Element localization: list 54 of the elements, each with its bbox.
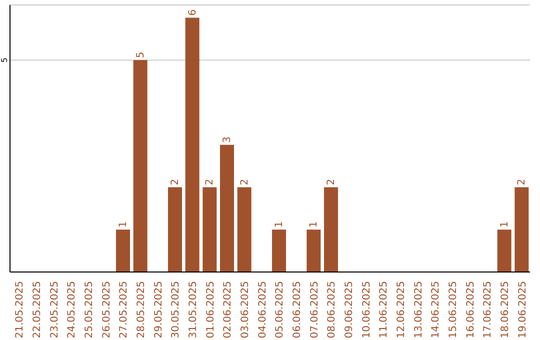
x-tick-label: 14.06.2025 bbox=[430, 281, 442, 338]
data-label: 2 bbox=[170, 178, 181, 186]
data-label: 6 bbox=[187, 9, 198, 16]
x-tick-label: 21.05.2025 bbox=[14, 281, 26, 338]
x-tick-label: 16.06.2025 bbox=[465, 281, 476, 338]
data-label: 2 bbox=[516, 178, 528, 186]
x-tick-label: 23.05.2025 bbox=[49, 281, 60, 338]
x-tick-label: 04.06.2025 bbox=[257, 281, 268, 338]
x-tick-label: 03.06.2025 bbox=[240, 281, 251, 338]
data-label: 1 bbox=[118, 221, 129, 228]
x-tick-label: 01.06.2025 bbox=[205, 281, 216, 338]
bar bbox=[272, 230, 286, 272]
x-tick-label: 28.05.2025 bbox=[136, 281, 147, 338]
data-label: 1 bbox=[308, 221, 320, 228]
bar bbox=[133, 60, 148, 272]
x-tick-label: 13.06.2025 bbox=[413, 281, 424, 338]
x-tick-label: 30.05.2025 bbox=[170, 281, 182, 338]
x-tick-label: 29.05.2025 bbox=[153, 281, 164, 338]
data-label: 1 bbox=[274, 221, 285, 228]
x-tick-label: 07.06.2025 bbox=[309, 281, 320, 338]
x-tick-label: 06.06.2025 bbox=[292, 281, 303, 338]
x-tick-label: 22.05.2025 bbox=[32, 281, 43, 338]
x-tick-label: 24.05.2025 bbox=[66, 281, 78, 338]
bar bbox=[324, 187, 338, 272]
x-tick-label: 27.05.2025 bbox=[118, 281, 130, 338]
x-tick-label: 11.06.2025 bbox=[378, 281, 390, 338]
bar bbox=[116, 230, 130, 272]
data-label: 2 bbox=[326, 178, 337, 186]
bar bbox=[202, 187, 217, 272]
data-label: 5 bbox=[135, 52, 146, 58]
data-label: 3 bbox=[222, 136, 233, 143]
x-tick-label: 08.06.2025 bbox=[326, 281, 338, 338]
bar bbox=[514, 187, 529, 272]
x-tick-label: 05.06.2025 bbox=[274, 281, 286, 338]
x-tick-label: 18.06.2025 bbox=[500, 281, 511, 338]
bar bbox=[220, 144, 234, 272]
x-tick-label: 26.05.2025 bbox=[101, 281, 112, 338]
x-tick-label: 10.06.2025 bbox=[361, 281, 372, 338]
bar bbox=[168, 187, 182, 272]
x-tick-label: 17.06.2025 bbox=[482, 281, 494, 338]
x-tick-label: 12.06.2025 bbox=[396, 281, 407, 338]
data-label: 2 bbox=[204, 178, 216, 186]
x-tick-label: 09.06.2025 bbox=[344, 281, 355, 338]
x-tick-label: 19.06.2025 bbox=[517, 281, 528, 338]
bar bbox=[237, 187, 252, 272]
x-tick-label: 25.05.2025 bbox=[84, 281, 95, 338]
data-label: 1 bbox=[499, 221, 510, 228]
x-tick-label: 31.05.2025 bbox=[188, 281, 199, 338]
data-label: 2 bbox=[239, 178, 250, 186]
bar bbox=[185, 18, 200, 272]
bar bbox=[306, 230, 321, 272]
x-tick-label: 02.06.2025 bbox=[222, 281, 234, 338]
bar bbox=[497, 230, 512, 272]
x-tick-label: 15.06.2025 bbox=[448, 281, 459, 338]
